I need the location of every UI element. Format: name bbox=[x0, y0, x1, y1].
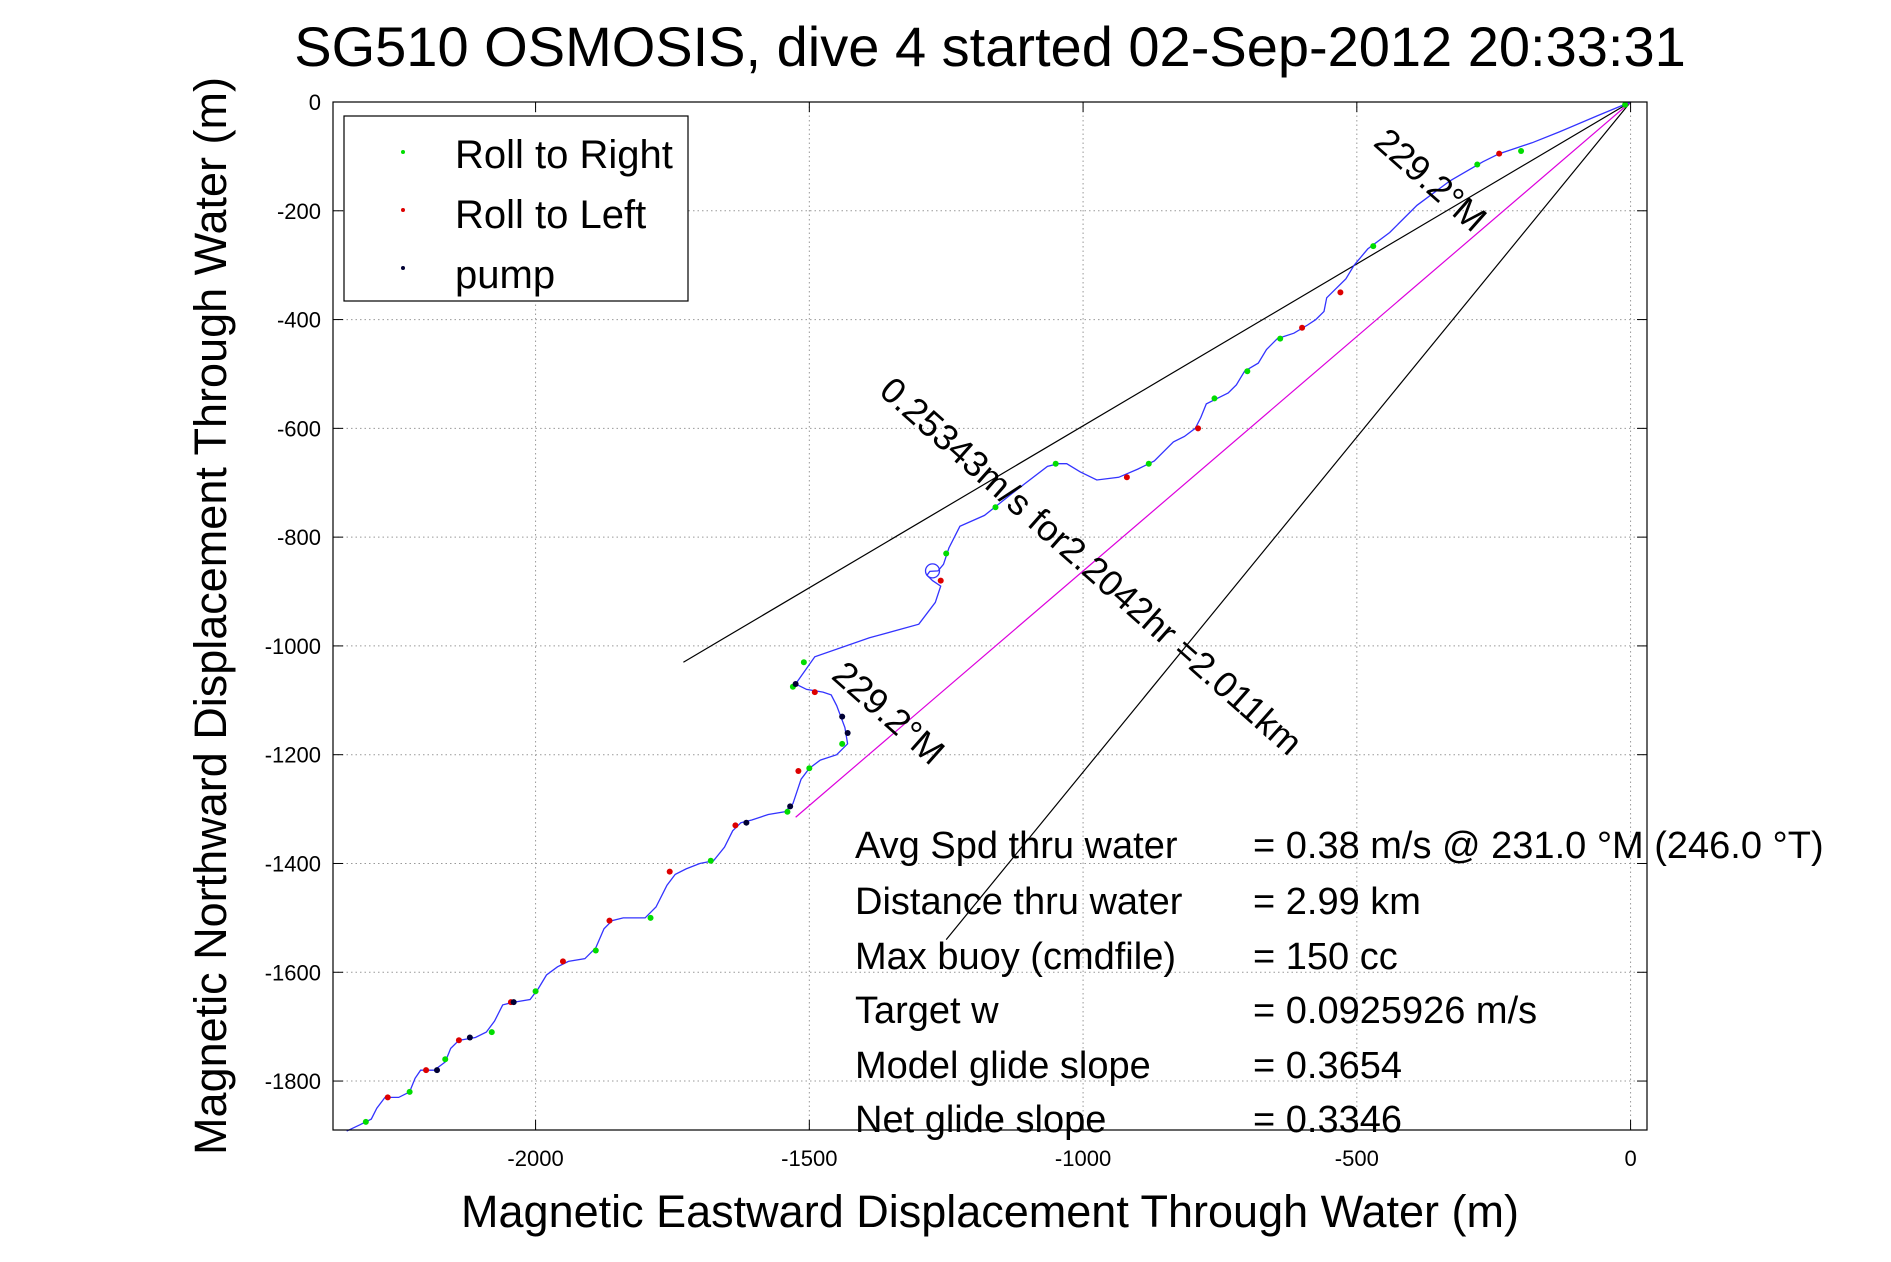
roll-left-point bbox=[606, 917, 613, 924]
y-tick-label: -1600 bbox=[265, 960, 321, 985]
x-tick-label: -1500 bbox=[781, 1146, 837, 1171]
roll-right-point bbox=[839, 740, 846, 747]
legend: Roll to Right Roll to Left pump bbox=[343, 115, 689, 302]
roll-right-point bbox=[406, 1088, 413, 1095]
pump-point bbox=[844, 729, 851, 736]
roll-right-point bbox=[800, 659, 807, 666]
roll-right-point bbox=[1052, 460, 1059, 467]
roll-left-point bbox=[559, 958, 566, 965]
legend-label-pump: pump bbox=[455, 253, 555, 297]
stat-value: = 150 cc bbox=[1253, 936, 1398, 978]
roll-right-point bbox=[592, 947, 599, 954]
roll-right-point bbox=[707, 857, 714, 864]
axis-ticks: -2000 -1500 -1000 -500 0 0 -200 -400 -600 -800 -10… bbox=[265, 90, 1647, 1171]
roll-left-point bbox=[1123, 474, 1130, 481]
track-marker-circle bbox=[924, 563, 941, 579]
stat-value: = 0.3346 bbox=[1253, 1099, 1402, 1141]
pump-point bbox=[434, 1067, 441, 1074]
pump-point bbox=[743, 819, 750, 826]
roll-left-point bbox=[1195, 425, 1202, 432]
stat-value: = 0.38 m/s @ 231.0 °M (246.0 °T) bbox=[1253, 825, 1824, 867]
roll-left-point bbox=[1337, 289, 1344, 296]
roll-left-point bbox=[423, 1067, 430, 1074]
x-axis-label: Magnetic Eastward Displacement Through W… bbox=[461, 1186, 1519, 1237]
pump-point bbox=[510, 999, 517, 1006]
legend-marker-roll-left bbox=[401, 208, 405, 212]
roll-right-point bbox=[1277, 335, 1284, 342]
roll-right-point bbox=[992, 504, 999, 511]
pump-point bbox=[839, 713, 846, 720]
y-tick-label: -1800 bbox=[265, 1069, 321, 1094]
roll-left-point bbox=[384, 1094, 391, 1101]
y-tick-label: -1400 bbox=[265, 851, 321, 876]
y-tick-label: -1200 bbox=[265, 743, 321, 768]
stat-label: Target w bbox=[855, 990, 999, 1032]
track-layer bbox=[346, 101, 1631, 1132]
roll-right-point bbox=[1622, 101, 1629, 108]
y-tick-label: 0 bbox=[309, 90, 321, 115]
x-tick-label: -500 bbox=[1335, 1146, 1379, 1171]
pump-point bbox=[787, 803, 794, 810]
stat-label: Max buoy (cmdfile) bbox=[855, 936, 1176, 978]
grid-lines bbox=[333, 101, 1647, 1130]
legend-marker-pump bbox=[401, 266, 405, 270]
y-tick-label: -800 bbox=[277, 525, 321, 550]
y-tick-label: -200 bbox=[277, 199, 321, 224]
dive-track-line bbox=[346, 101, 1631, 1132]
bearing-reference-line bbox=[683, 101, 1631, 663]
pump-point bbox=[792, 680, 799, 687]
legend-label-roll-right: Roll to Right bbox=[455, 133, 673, 177]
legend-marker-roll-right bbox=[401, 150, 405, 154]
roll-left-point bbox=[1496, 150, 1503, 157]
chart-title: SG510 OSMOSIS, dive 4 started 02-Sep-201… bbox=[294, 15, 1686, 78]
legend-box bbox=[343, 115, 689, 302]
roll-left-point bbox=[937, 577, 944, 584]
roll-left-point bbox=[732, 822, 739, 829]
roll-right-point bbox=[806, 765, 813, 772]
stat-label: Avg Spd thru water bbox=[855, 825, 1178, 867]
roll-right-point bbox=[362, 1118, 369, 1125]
roll-right-point bbox=[1474, 161, 1481, 168]
plot-area-frame bbox=[332, 101, 1648, 1131]
net-displacement-line bbox=[795, 101, 1631, 818]
roll-right-point bbox=[1211, 395, 1218, 402]
roll-left-point bbox=[795, 768, 802, 775]
reference-lines bbox=[683, 101, 1632, 941]
marker-layer bbox=[362, 101, 1629, 1125]
roll-left-point bbox=[455, 1037, 462, 1044]
roll-left-point bbox=[811, 689, 818, 696]
roll-right-point bbox=[784, 808, 791, 815]
roll-right-point bbox=[532, 988, 539, 995]
legend-label-roll-left: Roll to Left bbox=[455, 193, 646, 237]
y-tick-label: -1000 bbox=[265, 634, 321, 659]
stat-label: Net glide slope bbox=[855, 1099, 1106, 1141]
roll-right-point bbox=[488, 1029, 495, 1036]
roll-right-point bbox=[1145, 460, 1152, 467]
stat-value: = 0.3654 bbox=[1253, 1045, 1402, 1087]
x-tick-label: 0 bbox=[1624, 1146, 1636, 1171]
roll-right-point bbox=[647, 914, 654, 921]
y-tick-label: -400 bbox=[277, 308, 321, 333]
x-tick-label: -1000 bbox=[1055, 1146, 1111, 1171]
stat-value: = 0.0925926 m/s bbox=[1253, 990, 1537, 1032]
stat-value: = 2.99 km bbox=[1253, 881, 1421, 923]
pump-point bbox=[466, 1034, 473, 1041]
y-axis-label: Magnetic Northward Displacement Through … bbox=[185, 77, 236, 1155]
roll-right-point bbox=[1518, 147, 1525, 154]
roll-right-point bbox=[943, 550, 950, 557]
bearing-reference-line bbox=[945, 101, 1632, 941]
roll-left-point bbox=[666, 868, 673, 875]
stat-label: Model glide slope bbox=[855, 1045, 1151, 1087]
roll-right-point bbox=[1370, 243, 1377, 250]
roll-left-point bbox=[1299, 324, 1306, 331]
roll-right-point bbox=[1244, 368, 1251, 375]
y-tick-label: -600 bbox=[277, 416, 321, 441]
stats-block: Avg Spd thru water = 0.38 m/s @ 231.0 °M… bbox=[855, 825, 1824, 1141]
stat-label: Distance thru water bbox=[855, 881, 1183, 923]
x-tick-label: -2000 bbox=[507, 1146, 563, 1171]
roll-right-point bbox=[442, 1056, 449, 1063]
